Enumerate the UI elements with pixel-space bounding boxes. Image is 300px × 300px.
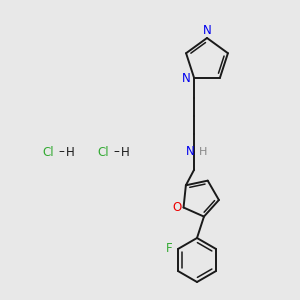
Text: Cl: Cl [42, 146, 54, 158]
Text: –: – [58, 146, 64, 158]
Text: Cl: Cl [97, 146, 109, 158]
Text: N: N [202, 25, 211, 38]
Text: N: N [182, 72, 190, 85]
Text: N: N [186, 145, 194, 158]
Text: H: H [121, 146, 129, 158]
Text: F: F [166, 242, 172, 256]
Text: O: O [172, 201, 181, 214]
Text: –: – [113, 146, 119, 158]
Text: H: H [66, 146, 74, 158]
Text: H: H [199, 147, 207, 157]
